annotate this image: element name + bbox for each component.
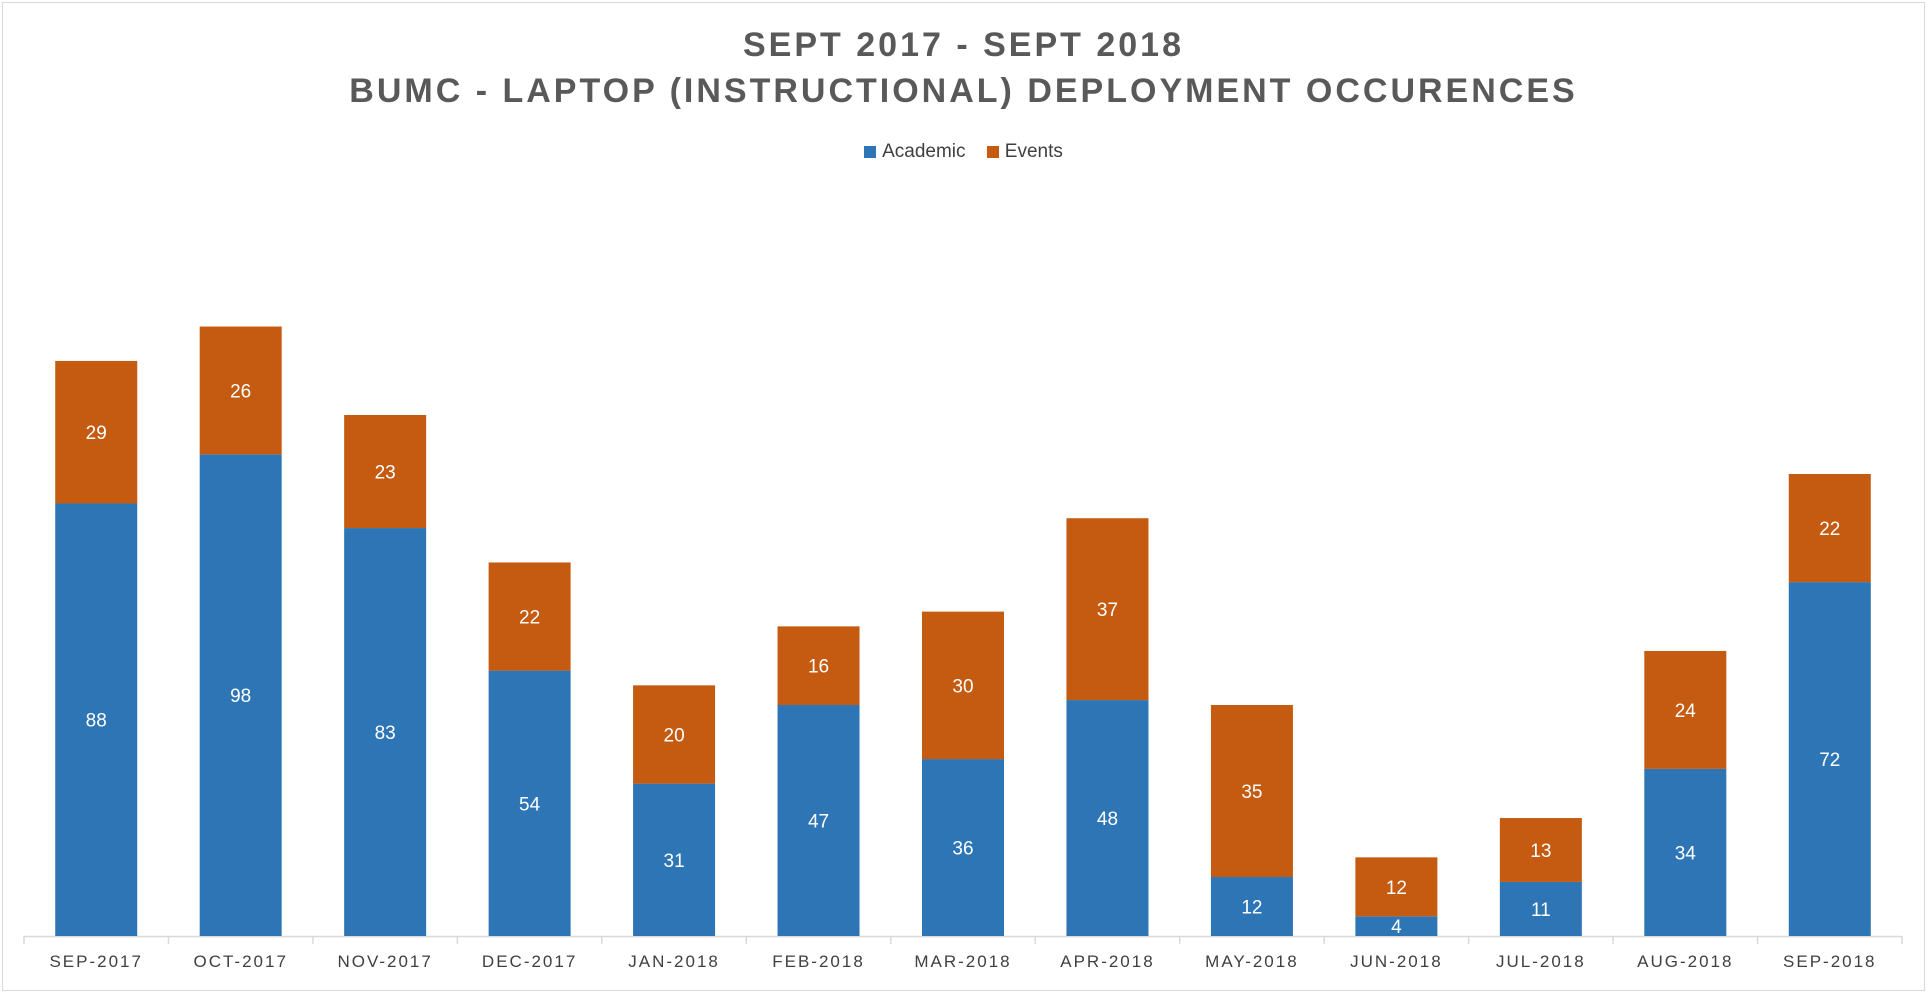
data-label-events: 23: [375, 463, 396, 484]
x-tick-label: APR-2018: [1060, 952, 1154, 971]
x-tick-label: OCT-2017: [193, 952, 287, 971]
bar-events: [1499, 818, 1582, 882]
data-label-academic: 83: [375, 723, 396, 744]
bar-academic: [199, 454, 282, 936]
data-label-academic: 31: [664, 851, 685, 872]
x-tick-label: JUN-2018: [1350, 952, 1443, 971]
data-label-events: 30: [952, 676, 973, 697]
data-label-academic: 72: [1819, 750, 1840, 771]
bar-academic: [633, 783, 716, 936]
bar-events: [922, 611, 1004, 760]
data-label-academic: 34: [1675, 843, 1697, 864]
data-label-events: 13: [1530, 841, 1551, 862]
data-label-events: 24: [1675, 701, 1697, 722]
bar-events: [1788, 473, 1871, 583]
bar-events: [1644, 650, 1727, 769]
data-label-academic: 88: [86, 711, 107, 732]
data-label-events: 37: [1097, 600, 1118, 621]
data-label-academic: 98: [230, 686, 251, 707]
bar-events: [1210, 704, 1293, 878]
data-label-academic: 4: [1391, 917, 1402, 938]
bar-academic: [1644, 768, 1727, 936]
legend-swatch-events: [986, 146, 999, 158]
x-tick-label: FEB-2018: [772, 952, 865, 971]
x-tick-label: NOV-2017: [337, 952, 432, 971]
legend-swatch-academic: [864, 146, 877, 158]
data-label-academic: 12: [1241, 898, 1262, 919]
chart-legend: Academic Events: [0, 141, 1927, 163]
bar-events: [344, 415, 427, 529]
bar-academic: [922, 759, 1004, 936]
bar-academic: [488, 670, 571, 936]
x-tick-label: SEP-2017: [49, 952, 143, 971]
bar-academic: [1210, 877, 1293, 936]
x-tick-label: JAN-2018: [628, 952, 720, 971]
bar-academic: [55, 503, 138, 936]
bar-events: [55, 360, 138, 504]
bar-events: [488, 562, 571, 671]
bar-events: [1355, 857, 1438, 917]
data-label-events: 16: [808, 657, 829, 678]
bar-academic: [1499, 881, 1582, 936]
x-tick-label: MAR-2018: [914, 952, 1011, 971]
data-label-events: 26: [230, 381, 251, 402]
legend-label-academic: Academic: [882, 141, 966, 162]
data-label-academic: 11: [1531, 900, 1551, 921]
bar-academic: [777, 704, 860, 936]
x-tick-label: SEP-2018: [1783, 952, 1877, 971]
data-label-events: 29: [86, 423, 107, 444]
x-tick-label: AUG-2018: [1637, 952, 1733, 971]
legend-item-events: Events: [986, 141, 1063, 163]
chart-title: SEPT 2017 - SEPT 2018: [743, 26, 1184, 64]
legend-item-academic: Academic: [864, 141, 966, 163]
bar-academic: [1788, 582, 1871, 936]
data-label-academic: 36: [952, 839, 973, 860]
chart-subtitle: BUMC - LAPTOP (INSTRUCTIONAL) DEPLOYMENT…: [349, 72, 1578, 110]
bar-events: [1066, 518, 1149, 701]
data-label-events: 20: [664, 725, 685, 746]
bar-academic: [1066, 700, 1149, 936]
data-label-events: 12: [1386, 878, 1407, 899]
legend-label-events: Events: [1004, 141, 1063, 162]
data-label-academic: 47: [808, 811, 829, 832]
data-label-academic: 48: [1097, 809, 1118, 830]
bar-events: [777, 626, 860, 705]
bar-academic: [1355, 916, 1438, 936]
bar-events: [633, 685, 716, 784]
data-label-events: 22: [1819, 519, 1840, 540]
x-tick-label: DEC-2017: [482, 952, 577, 971]
bar-academic: [344, 528, 427, 936]
bar-events: [199, 326, 282, 455]
data-label-academic: 54: [519, 794, 541, 815]
x-tick-label: JUL-2018: [1496, 952, 1586, 971]
x-tick-label: MAY-2018: [1205, 952, 1299, 971]
data-label-events: 35: [1241, 782, 1262, 803]
data-label-events: 22: [519, 608, 540, 629]
